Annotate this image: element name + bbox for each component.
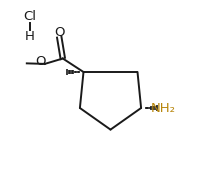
Text: O: O [35, 55, 45, 68]
Text: NH₂: NH₂ [150, 102, 175, 114]
Text: H: H [24, 30, 34, 42]
Text: O: O [54, 26, 64, 39]
Text: Cl: Cl [23, 10, 36, 23]
